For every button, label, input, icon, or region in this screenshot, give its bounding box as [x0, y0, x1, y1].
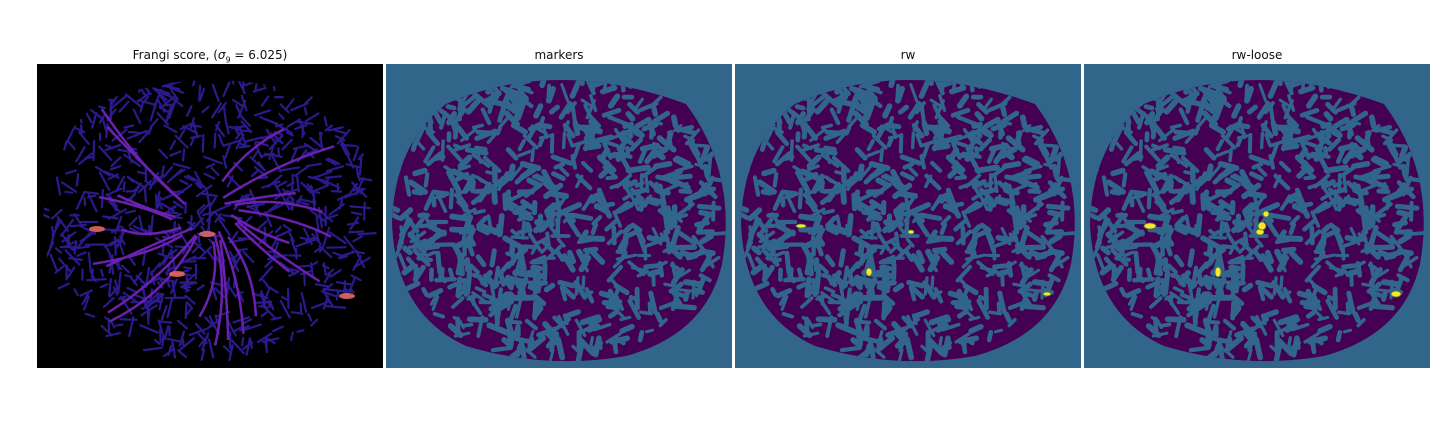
markers-panel: markers [386, 46, 732, 368]
rw-panel-title: rw [735, 46, 1081, 64]
frangi-score-image [37, 64, 383, 368]
rw-loose-image [1084, 64, 1430, 368]
rw-panel: rw [735, 46, 1081, 368]
title-sigma: σ [218, 48, 226, 62]
rw-loose-panel: rw-loose [1084, 46, 1430, 368]
markers-panel-title: markers [386, 46, 732, 64]
frangi-panel-title: Frangi score, (σ9 = 6.025) [37, 46, 383, 64]
rw-loose-panel-title: rw-loose [1084, 46, 1430, 64]
title-prefix: Frangi score, ( [133, 48, 218, 62]
frangi-panel: Frangi score, (σ9 = 6.025) [37, 46, 383, 368]
rw-image [735, 64, 1081, 368]
markers-image [386, 64, 732, 368]
title-suffix: = 6.025) [231, 48, 288, 62]
